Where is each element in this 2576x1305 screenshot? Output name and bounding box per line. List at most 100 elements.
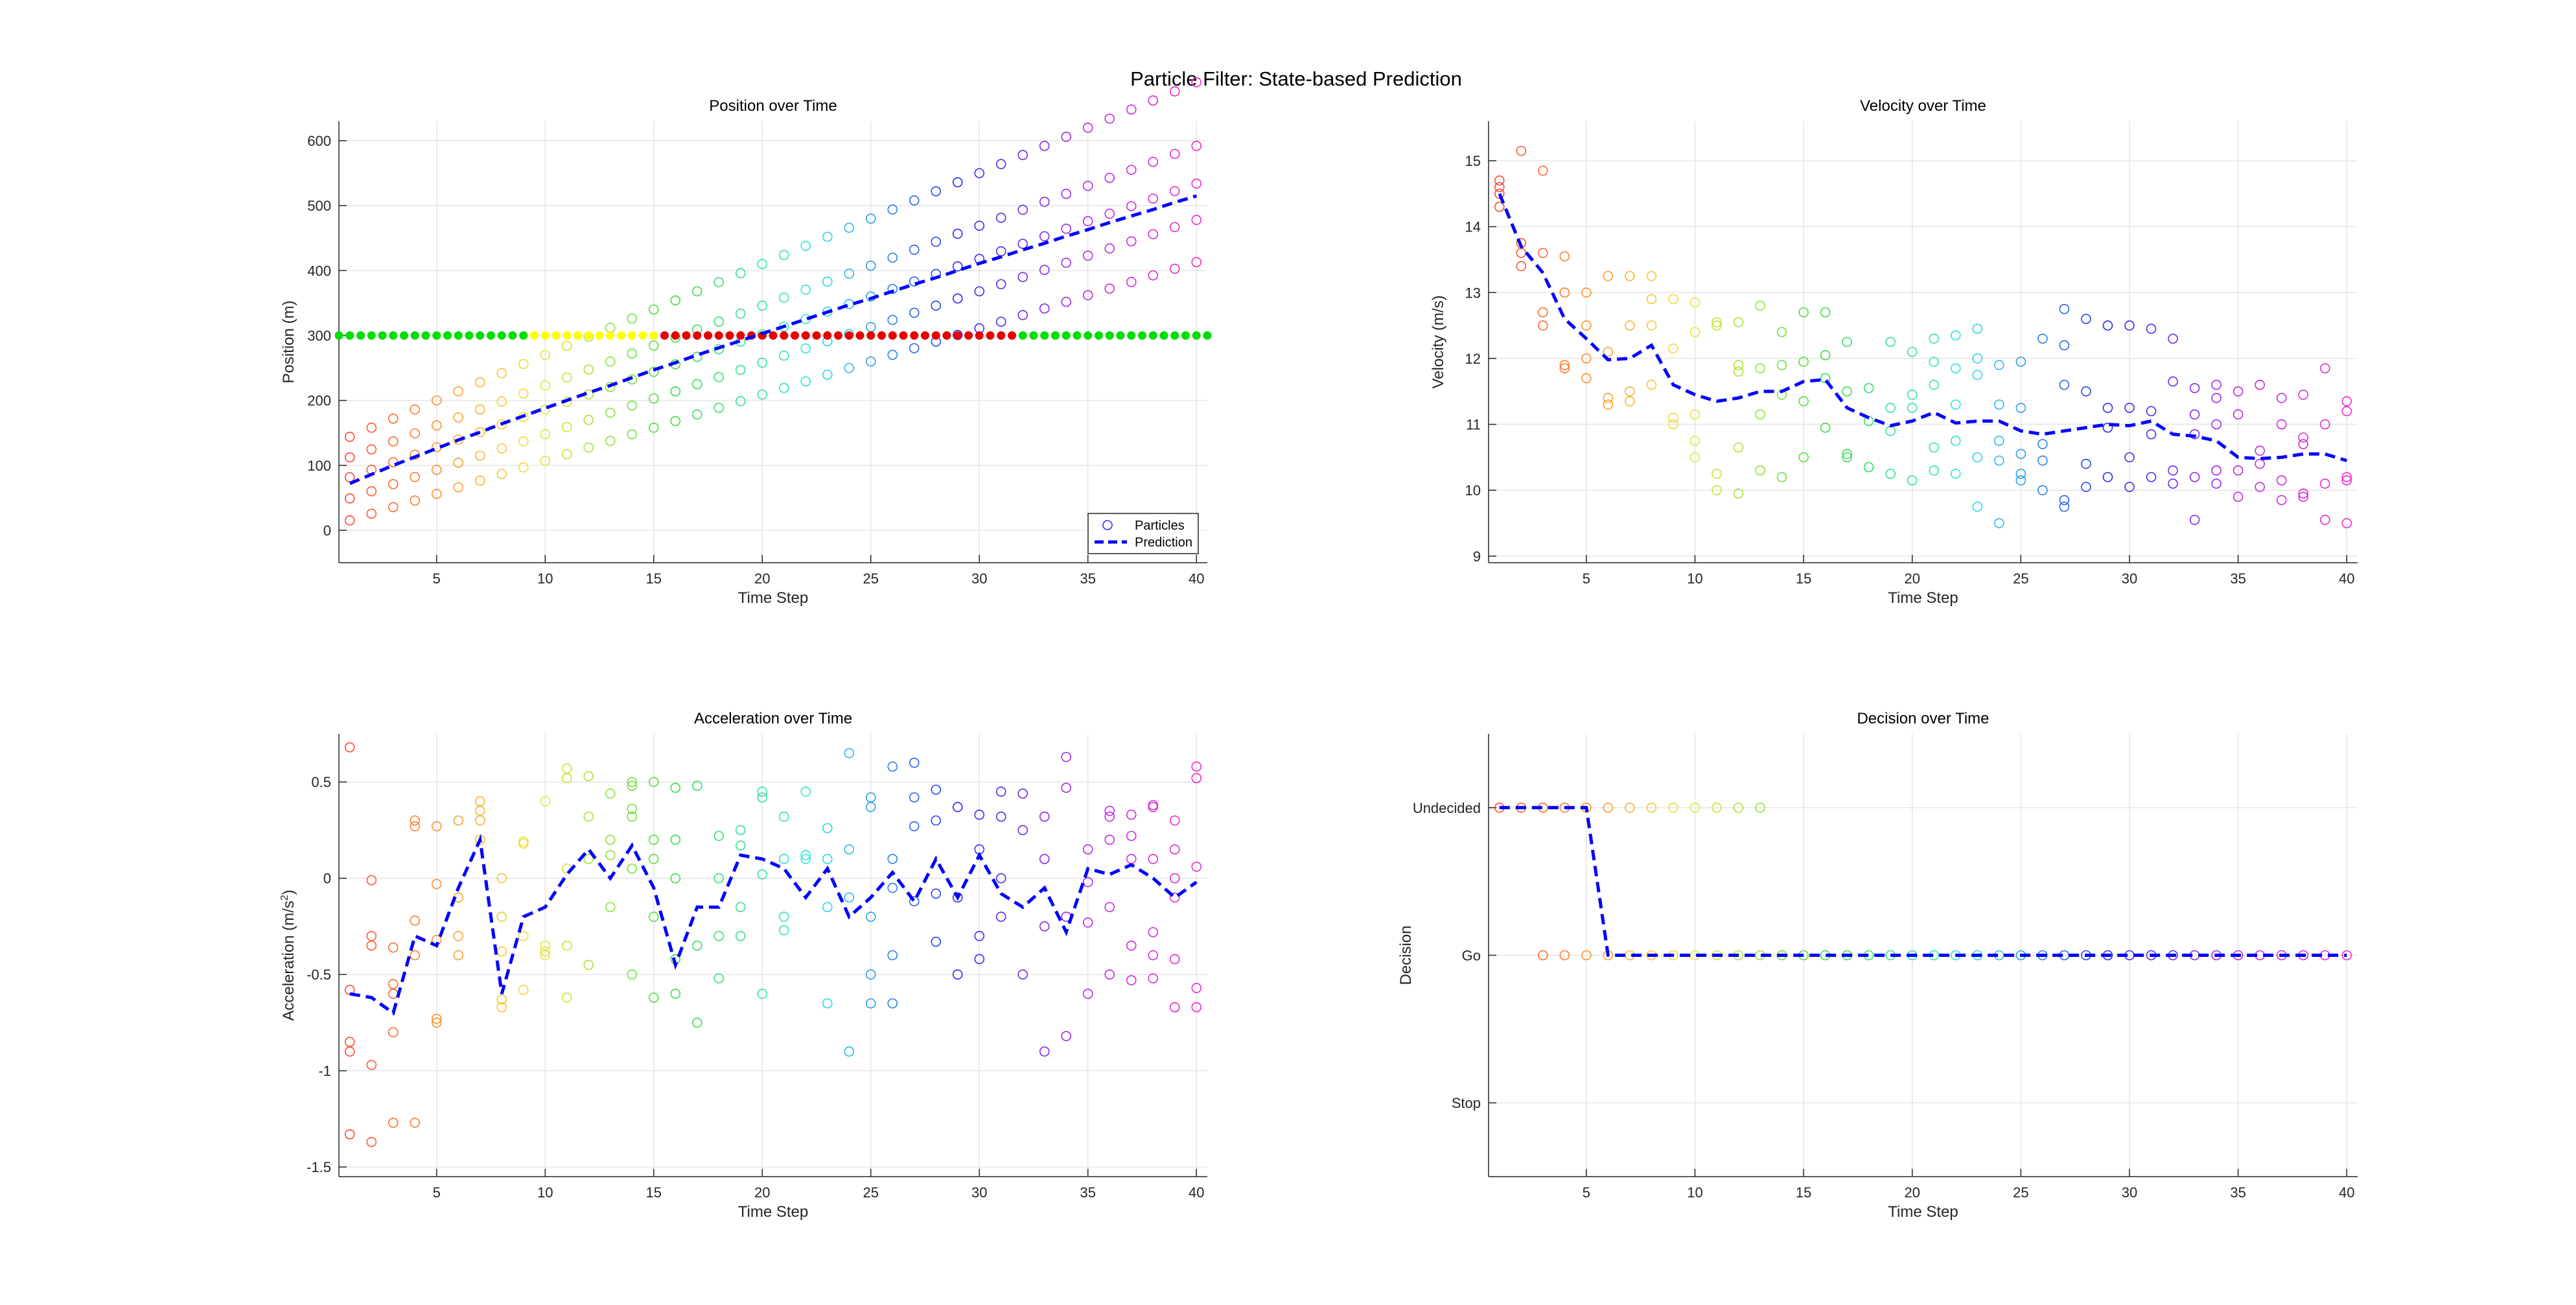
- acceleration-particle-point: [800, 786, 811, 797]
- position-particle-point: [431, 464, 442, 475]
- position-particle-point: [844, 268, 855, 279]
- traffic-light-dot-green: [1138, 331, 1146, 340]
- velocity-particle-point: [2189, 382, 2200, 394]
- position-y-tick-label: 300: [307, 327, 331, 344]
- acceleration-particle-point: [865, 998, 876, 1009]
- velocity-particle-point: [1516, 145, 1527, 156]
- velocity-particle-point: [2124, 403, 2135, 413]
- velocity-particle-point: [1538, 248, 1548, 259]
- acceleration-particle-point: [822, 902, 833, 913]
- velocity-particle-point: [2037, 333, 2048, 344]
- legend-box: [1087, 513, 1199, 554]
- position-particle-point: [735, 308, 746, 319]
- position-particle-point: [627, 348, 638, 359]
- position-particle-point: [648, 340, 659, 351]
- acceleration-particle-point: [1148, 973, 1159, 983]
- acceleration-particle-point: [952, 892, 963, 903]
- position-particle-point: [474, 450, 485, 461]
- velocity-particle-point: [1668, 412, 1678, 423]
- acceleration-particle-point: [366, 1059, 377, 1070]
- velocity-particle-point: [1494, 175, 1505, 186]
- position-particle-point: [1104, 208, 1115, 219]
- position-x-tick-label: 35: [1080, 570, 1096, 587]
- position-particle-point: [453, 457, 464, 468]
- velocity-particle-point: [2081, 482, 2091, 492]
- velocity-particle-point: [2233, 409, 2244, 420]
- acceleration-particle-point: [1191, 1002, 1202, 1013]
- position-particle-point: [822, 231, 833, 242]
- position-particle-point: [1169, 148, 1180, 159]
- acceleration-particle-point: [518, 985, 529, 995]
- position-particle-point: [431, 420, 442, 430]
- acceleration-particle-point: [648, 993, 659, 1003]
- acceleration-particle-point: [670, 873, 681, 884]
- position-x-tick-label: 20: [754, 570, 770, 587]
- velocity-particle-point: [2124, 320, 2135, 331]
- acceleration-particle-point: [778, 911, 789, 922]
- velocity-particle-point: [1798, 396, 1809, 406]
- velocity-particle-point: [1798, 307, 1809, 318]
- acceleration-particle-point: [605, 902, 616, 913]
- position-particle-point: [1082, 250, 1093, 261]
- acceleration-particle-point: [952, 802, 963, 812]
- acceleration-particle-point: [561, 993, 572, 1003]
- velocity-particle-point: [2233, 386, 2244, 397]
- position-particle-point: [1169, 222, 1180, 233]
- position-particle-point: [1104, 113, 1115, 124]
- position-y-tick-label: 500: [307, 198, 331, 214]
- velocity-particle-point: [1581, 287, 1592, 298]
- acceleration-x-tick-label: 30: [971, 1184, 987, 1201]
- position-particle-point: [344, 493, 355, 504]
- position-title: Position over Time: [709, 97, 837, 115]
- position-x-tick-label: 5: [433, 570, 441, 587]
- position-particle-point: [1017, 204, 1028, 215]
- position-particle-point: [453, 386, 464, 397]
- position-particle-point: [1126, 165, 1137, 175]
- velocity-particle-point: [1776, 327, 1787, 338]
- position-particle-point: [388, 479, 399, 489]
- traffic-light-dot-yellow: [574, 331, 582, 340]
- decision-x-tick-label: 10: [1687, 1184, 1702, 1201]
- traffic-light-dot-red: [791, 331, 799, 340]
- velocity-particle-point: [2081, 458, 2091, 469]
- acceleration-particle-point: [887, 998, 898, 1009]
- traffic-light-dot-green: [1105, 331, 1114, 340]
- acceleration-particle-point: [627, 969, 638, 980]
- position-particle-point: [605, 436, 616, 446]
- acceleration-particle-point: [995, 786, 1006, 797]
- traffic-light-dot-green: [519, 331, 528, 340]
- traffic-light-dot-red: [801, 331, 810, 340]
- velocity-particle-point: [2102, 320, 2113, 331]
- acceleration-particle-point: [1061, 1031, 1072, 1042]
- acceleration-particle-point: [1191, 761, 1202, 772]
- position-particle-point: [388, 436, 399, 447]
- velocity-x-tick-label: 5: [1583, 570, 1590, 587]
- velocity-particle-point: [2255, 482, 2265, 492]
- acceleration-particle-point: [344, 742, 355, 753]
- traffic-light-dot-red: [671, 331, 680, 340]
- acceleration-particle-point: [1169, 1002, 1180, 1013]
- traffic-light-dot-red: [986, 331, 995, 340]
- position-particle-point: [540, 380, 551, 391]
- decision-particle-point: [1625, 803, 1635, 813]
- traffic-light-dot-yellow: [551, 331, 561, 340]
- position-particle-point: [410, 428, 421, 439]
- position-particle-point: [757, 357, 768, 368]
- acceleration-y-tick-label: 0.5: [311, 774, 331, 790]
- acceleration-particle-point: [431, 821, 442, 832]
- acceleration-particle-point: [410, 821, 421, 832]
- traffic-light-dot-green: [378, 331, 387, 340]
- acceleration-particle-point: [496, 1002, 507, 1013]
- velocity-particle-point: [1733, 366, 1744, 377]
- position-particle-point: [474, 377, 485, 388]
- acceleration-particle-point: [844, 844, 855, 854]
- velocity-particle-point: [2102, 472, 2113, 482]
- position-particle-point: [691, 409, 702, 420]
- velocity-particle-point: [2341, 472, 2352, 482]
- velocity-particle-point: [2298, 439, 2308, 449]
- position-particle-point: [648, 422, 659, 433]
- velocity-xlabel: Time Step: [1888, 589, 1958, 607]
- velocity-y-tick-label: 12: [1465, 351, 1481, 367]
- position-particle-point: [410, 472, 421, 482]
- acceleration-particle-point: [1148, 950, 1159, 961]
